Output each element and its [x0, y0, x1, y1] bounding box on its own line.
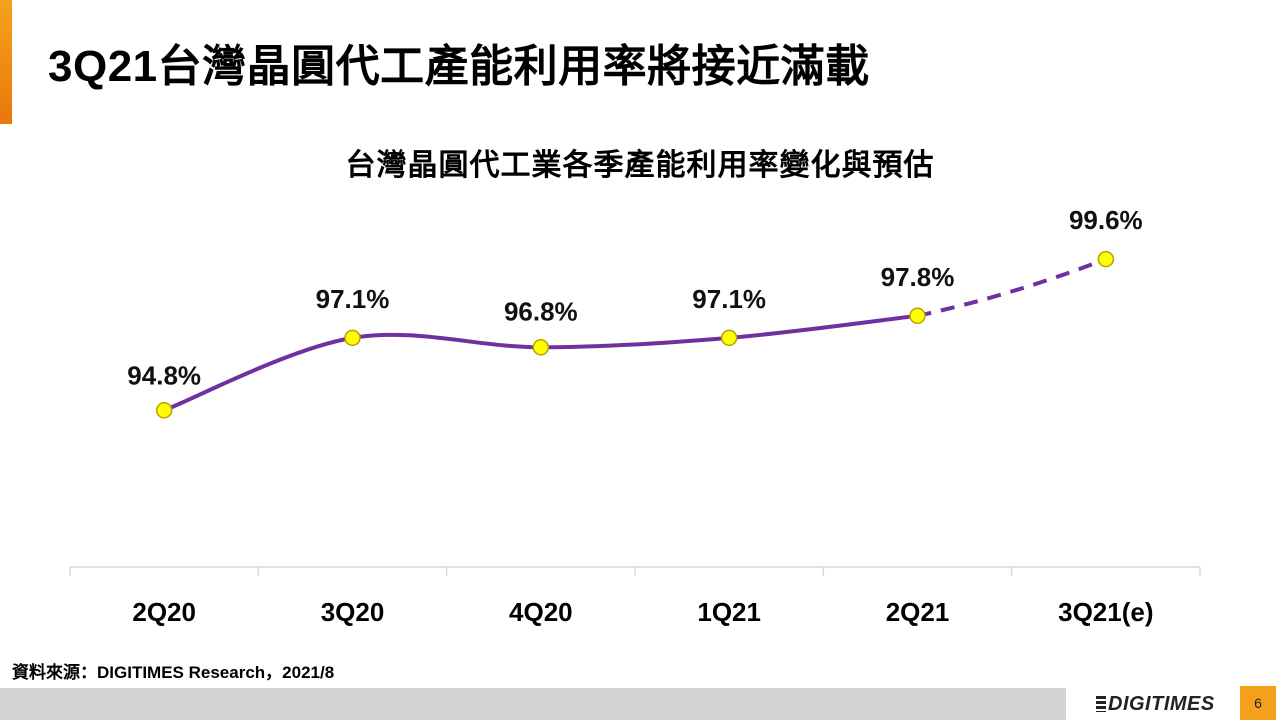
actual-series-line: [162, 313, 920, 413]
x-tick-3Q21(e): 3Q21(e): [1058, 597, 1153, 627]
slide-title: 3Q21台灣晶圓代工產能利用率將接近滿載: [48, 42, 870, 91]
logo-mark-icon: [1096, 696, 1106, 712]
x-axis: [69, 566, 1201, 576]
series-lines: [162, 257, 1107, 413]
data-point-1Q21: [720, 329, 738, 347]
x-tick-3Q20: 3Q20: [321, 597, 385, 627]
data-label-1Q21: 97.1%: [692, 284, 766, 314]
footer-bar: [0, 688, 1066, 720]
data-labels: 94.8% 97.1% 96.8% 97.1% 97.8% 99.6%: [127, 205, 1142, 390]
data-label-4Q20: 96.8%: [504, 296, 578, 326]
data-point-3Q21(e): [1097, 250, 1115, 268]
data-points: [155, 250, 1115, 419]
x-tick-labels: 2Q20 3Q20 4Q20 1Q21 2Q21 3Q21(e): [132, 597, 1153, 627]
digitimes-logo: DIGITIMES: [1096, 692, 1215, 716]
title-accent-bar: [0, 0, 12, 124]
x-tick-2Q20: 2Q20: [132, 597, 196, 627]
estimate-series-line: [917, 257, 1107, 318]
data-label-2Q21: 97.8%: [881, 262, 955, 292]
x-tick-2Q21: 2Q21: [886, 597, 950, 627]
data-label-3Q20: 97.1%: [316, 284, 390, 314]
data-point-2Q20: [155, 402, 173, 419]
chart-title: 台灣晶圓代工業各季產能利用率變化與預估: [345, 149, 935, 182]
data-point-3Q20: [344, 329, 361, 347]
data-label-3Q21(e): 99.6%: [1069, 205, 1143, 235]
x-tick-1Q21: 1Q21: [697, 597, 761, 627]
data-point-2Q21: [909, 307, 926, 325]
brand-name: DIGITIMES: [1108, 692, 1215, 715]
page-number: 6: [1240, 686, 1276, 720]
source-note: 資料來源：DIGITIMES Research，2021/8: [12, 663, 335, 682]
data-label-2Q20: 94.8%: [127, 360, 201, 390]
x-tick-4Q20: 4Q20: [509, 597, 573, 627]
data-point-4Q20: [532, 339, 550, 356]
